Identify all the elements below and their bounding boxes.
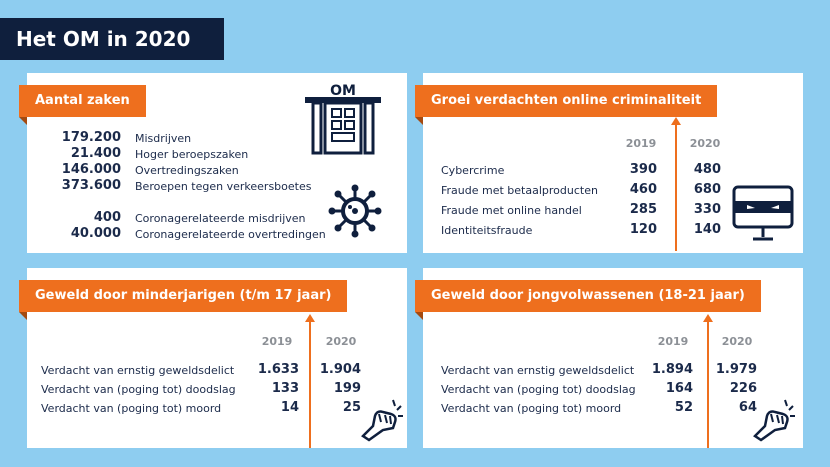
young-adults-label: Verdacht van (poging tot) doodslag [441, 383, 636, 396]
cases-value: 373.600 [61, 178, 121, 193]
year-2019: 2019 [625, 137, 657, 150]
young-adults-violence-card: Geweld door jongvolwassenen (18-21 jaar)… [415, 268, 803, 448]
growth-arrow [703, 314, 713, 448]
corona-label: Coronagerelateerde misdrijven [135, 212, 306, 225]
minors-violence-card: Geweld door minderjarigen (t/m 17 jaar) … [19, 268, 407, 448]
minors-2019: 133 [271, 381, 299, 396]
online-2020: 680 [693, 182, 721, 197]
minors-label: Verdacht van (poging tot) doodslag [41, 383, 236, 396]
online-2019: 285 [629, 202, 657, 217]
minors-2020: 25 [342, 400, 361, 415]
online-crime-heading: Groei verdachten online criminaliteit [415, 85, 718, 125]
minors-label: Verdacht van ernstig geweldsdelict [41, 364, 235, 377]
cases-label: Hoger beroepszaken [135, 148, 249, 161]
young-adults-2019: 164 [665, 381, 693, 396]
online-label: Cybercrime [441, 164, 505, 177]
online-2020: 140 [693, 222, 721, 237]
minors-label: Verdacht van (poging tot) moord [41, 402, 222, 415]
online-crime-card: Groei verdachten online criminaliteit 20… [415, 73, 803, 253]
minors-2019: 1.633 [257, 362, 299, 377]
cases-value: 146.000 [61, 162, 121, 177]
cases-label: Beroepen tegen verkeersboetes [135, 180, 312, 193]
fist-icon [361, 399, 403, 442]
hacker-monitor-icon [732, 185, 794, 241]
online-2020: 480 [693, 162, 721, 177]
online-label: Fraude met betaalproducten [441, 184, 598, 197]
corona-value: 400 [93, 210, 121, 225]
corona-label: Coronagerelateerde overtredingen [135, 228, 326, 241]
online-2019: 460 [629, 182, 657, 197]
year-2019: 2019 [657, 335, 689, 348]
page-title: Het OM in 2020 [0, 18, 224, 60]
growth-arrow [671, 117, 681, 251]
fist-icon [753, 399, 795, 442]
minors-2020: 1.904 [319, 362, 361, 377]
young-adults-2019: 1.894 [651, 362, 693, 377]
cases-label: Misdrijven [135, 132, 192, 145]
year-2020: 2020 [325, 335, 357, 348]
growth-arrow [305, 314, 315, 448]
om-building-label: OM [330, 83, 356, 99]
cases-value: 21.400 [70, 146, 121, 161]
year-2020: 2020 [689, 137, 721, 150]
minors-2020: 199 [333, 381, 361, 396]
om-building-icon [305, 97, 381, 155]
corona-value: 40.000 [70, 226, 121, 241]
online-label: Identiteitsfraude [441, 224, 533, 237]
online-2020: 330 [693, 202, 721, 217]
online-2019: 390 [629, 162, 657, 177]
minors-heading: Geweld door minderjarigen (t/m 17 jaar) [19, 280, 348, 320]
young-adults-label: Verdacht van (poging tot) moord [441, 402, 622, 415]
young-adults-label: Verdacht van ernstig geweldsdelict [441, 364, 635, 377]
online-2019: 120 [629, 222, 657, 237]
cases-label: Overtredingszaken [135, 164, 239, 177]
cases-card: Aantal zaken 179.200 Misdrijven 21.400 H… [19, 73, 407, 253]
young-adults-2020: 64 [738, 400, 757, 415]
young-adults-2019: 52 [674, 400, 693, 415]
cases-heading: Aantal zaken [19, 85, 146, 125]
virus-icon [328, 184, 382, 238]
cases-value: 179.200 [61, 130, 121, 145]
young-adults-heading: Geweld door jongvolwassenen (18-21 jaar) [415, 280, 761, 320]
online-label: Fraude met online handel [441, 204, 582, 217]
young-adults-2020: 1.979 [715, 362, 757, 377]
minors-2019: 14 [280, 400, 299, 415]
year-2020: 2020 [721, 335, 753, 348]
year-2019: 2019 [261, 335, 293, 348]
young-adults-2020: 226 [729, 381, 757, 396]
